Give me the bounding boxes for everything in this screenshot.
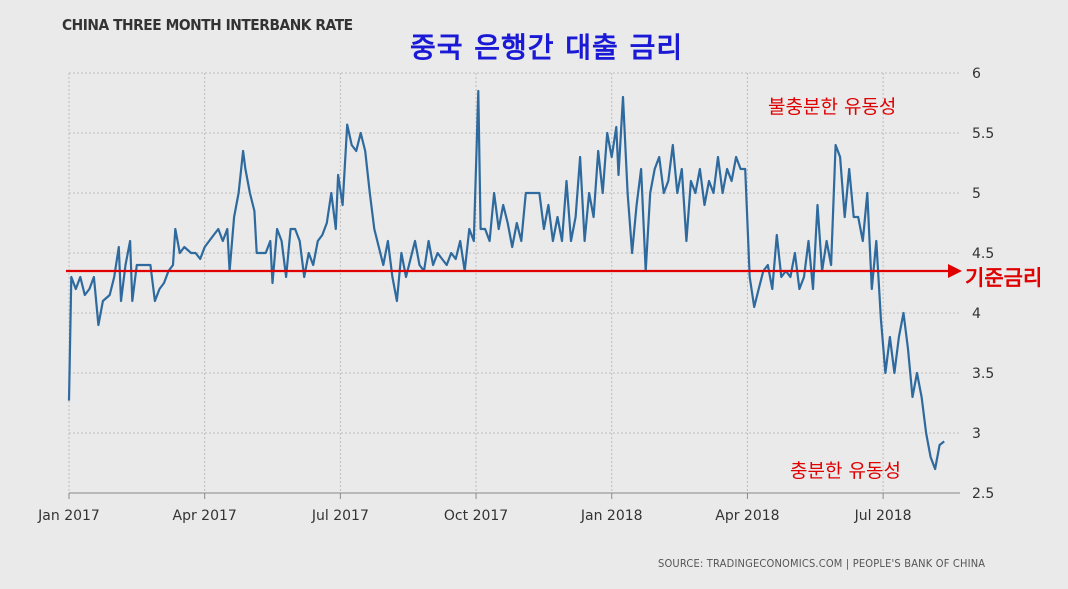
x-tick-label: Jan 2017 [37,508,100,524]
x-tick-label: Jan 2018 [580,508,643,524]
x-tick-label: Oct 2017 [444,508,508,524]
annotation-sufficient-liquidity: 충분한 유동성 [790,460,901,482]
x-tick-label: Jul 2018 [854,508,912,524]
y-tick-label: 5.5 [972,126,994,142]
source-note: SOURCE: TRADINGECONOMICS.COM | PEOPLE'S … [658,557,986,570]
x-tick-label: Apr 2018 [715,508,779,524]
korean-title: 중국 은행간 대출 금리 [410,31,684,64]
x-tick-label: Apr 2017 [173,508,237,524]
grid [68,72,960,494]
y-tick-label: 4 [972,306,981,322]
y-tick-label: 5 [972,186,981,202]
annotation-base-rate: 기준금리 [965,265,1043,290]
y-tick-label: 6 [972,66,981,82]
y-axis: 2.5 3 3.5 4 4.5 5 5.5 6 [972,66,994,502]
arrow-head-icon [948,264,962,278]
x-axis: Jan 2017 Apr 2017 Jul 2017 Oct 2017 Jan 2018… [37,492,960,524]
y-tick-label: 3.5 [972,366,994,382]
y-tick-label: 2.5 [972,486,994,502]
series-line [67,89,945,471]
chart-title: CHINA THREE MONTH INTERBANK RATE [62,16,353,34]
y-tick-label: 4.5 [972,246,994,262]
x-tick-label: Jul 2017 [311,508,369,524]
annotation-insufficient-liquidity: 불충분한 유동성 [768,96,897,118]
reference-line [66,264,962,278]
y-tick-label: 3 [972,426,981,442]
